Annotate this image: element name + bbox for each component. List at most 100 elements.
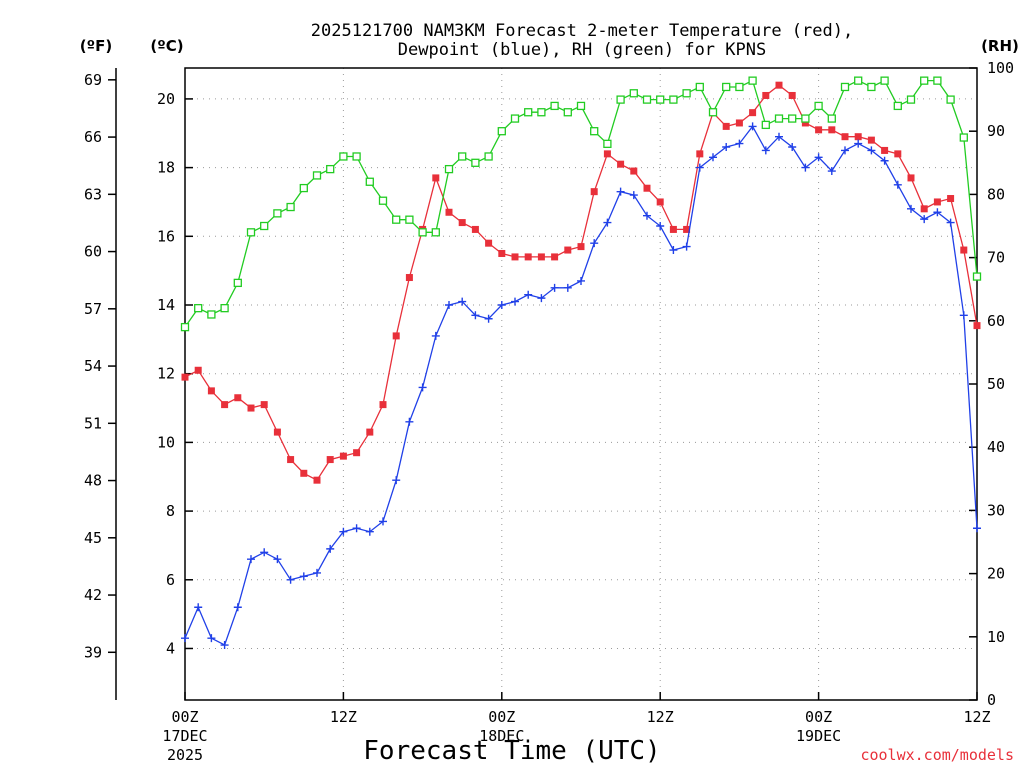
celsius-tick-label: 10 [157, 433, 175, 451]
temperature-point [788, 91, 796, 99]
rh-point [550, 101, 559, 111]
rh-tick-label: 70 [987, 249, 1005, 267]
dewpoint-point [669, 246, 678, 255]
dewpoint-point [220, 641, 229, 650]
rh-point [629, 89, 638, 98]
temperature-point [617, 160, 625, 168]
dewpoint-point [616, 187, 625, 196]
temperature-point [300, 469, 308, 477]
fahrenheit-unit-label: (ºF) [80, 37, 112, 55]
x-tick-label: 12Z [963, 708, 990, 726]
temperature-point [458, 219, 466, 227]
temperature-point [194, 366, 202, 374]
rh-point [840, 82, 850, 92]
dewpoint-point [656, 222, 665, 230]
dewpoint-point [563, 283, 572, 292]
rh-point [735, 82, 744, 92]
x-tick-label: 18DEC [479, 727, 524, 745]
dewpoint-point [577, 276, 585, 285]
temperature-point [273, 428, 281, 436]
celsius-tick-label: 16 [157, 227, 175, 245]
dewpoint-point [286, 575, 295, 584]
series-temperature [181, 81, 981, 484]
dewpoint-point [379, 517, 387, 526]
celsius-tick-label: 20 [157, 90, 175, 108]
dewpoint-point [260, 548, 269, 557]
rh-unit-label: (RH) [981, 37, 1019, 55]
plot-frame [184, 67, 978, 701]
temperature-point [669, 225, 677, 233]
rh-point [537, 108, 546, 117]
rh-point [774, 114, 784, 123]
rh-point [180, 322, 190, 332]
dewpoint-point [827, 167, 836, 176]
temperature-point [920, 205, 928, 213]
dewpoint-point [695, 163, 704, 172]
rh-point [669, 95, 678, 104]
dewpoint-point [365, 527, 374, 536]
x-tick-label: 17DEC [162, 727, 207, 745]
x-tick-label: 2025 [167, 746, 203, 764]
rh-point [788, 114, 797, 123]
fahrenheit-tick-label: 54 [84, 357, 102, 375]
temperature-point [775, 81, 783, 89]
rh-point [220, 304, 229, 313]
temperature-point [722, 122, 730, 130]
rh-tick-label: 60 [987, 312, 1005, 330]
dewpoint-point [247, 555, 255, 564]
celsius-tick-label: 6 [166, 571, 175, 589]
fahrenheit-tick-label: 45 [84, 529, 102, 547]
rh-tick-label: 0 [987, 691, 996, 709]
rh-point [246, 228, 256, 237]
rh-point [444, 164, 454, 174]
rh-point [392, 215, 401, 224]
x-tick-label: 00Z [805, 708, 832, 726]
celsius-tick-label: 8 [166, 502, 175, 520]
celsius-tick-label: 18 [157, 159, 175, 177]
series-line-dewpoint [184, 125, 978, 646]
chart-title-line-2: Dewpoint (blue), RH (green) for KPNS [398, 40, 766, 60]
dewpoint-point [339, 527, 348, 536]
rh-point [378, 196, 388, 205]
dewpoint-point [458, 297, 467, 306]
temperature-point [471, 225, 479, 233]
celsius-tick-label: 12 [157, 365, 175, 383]
celsius-unit-label: (ºC) [150, 37, 183, 55]
rh-point [933, 76, 942, 85]
x-tick-label: 12Z [330, 708, 357, 726]
dewpoint-point [775, 132, 783, 141]
temperature-point [947, 195, 955, 203]
fahrenheit-tick-label: 63 [84, 185, 102, 203]
dewpoint-point [867, 146, 876, 155]
temperature-point [353, 449, 361, 457]
dewpoint-point [920, 215, 929, 224]
temperature-point [564, 246, 572, 254]
fahrenheit-tick-label: 39 [84, 643, 102, 661]
rh-point [682, 89, 691, 98]
rh-tick-label: 10 [987, 628, 1005, 646]
rh-point [748, 76, 757, 85]
dewpoint-point [497, 301, 506, 309]
rh-point [576, 101, 586, 111]
temperature-point [749, 109, 757, 117]
dewpoint-point [550, 283, 559, 292]
dewpoint-point [946, 218, 955, 227]
rh-point [616, 95, 625, 104]
temperature-point [392, 332, 400, 340]
temperature-point [485, 239, 493, 247]
rh-point [365, 177, 374, 186]
x-axis-label: Forecast Time (UTC) [363, 736, 660, 766]
dewpoint-point [181, 634, 189, 643]
temperature-point [181, 373, 189, 381]
temperature-point [234, 394, 242, 402]
dewpoint-point [194, 603, 203, 612]
rh-point [524, 108, 533, 117]
rh-point [656, 95, 665, 104]
rh-point [893, 101, 902, 111]
dewpoint-point [709, 153, 717, 162]
dewpoint-point [643, 211, 651, 220]
dewpoint-point [299, 572, 308, 581]
dewpoint-point [801, 163, 810, 172]
rh-point [920, 76, 929, 85]
temperature-point [603, 150, 611, 158]
